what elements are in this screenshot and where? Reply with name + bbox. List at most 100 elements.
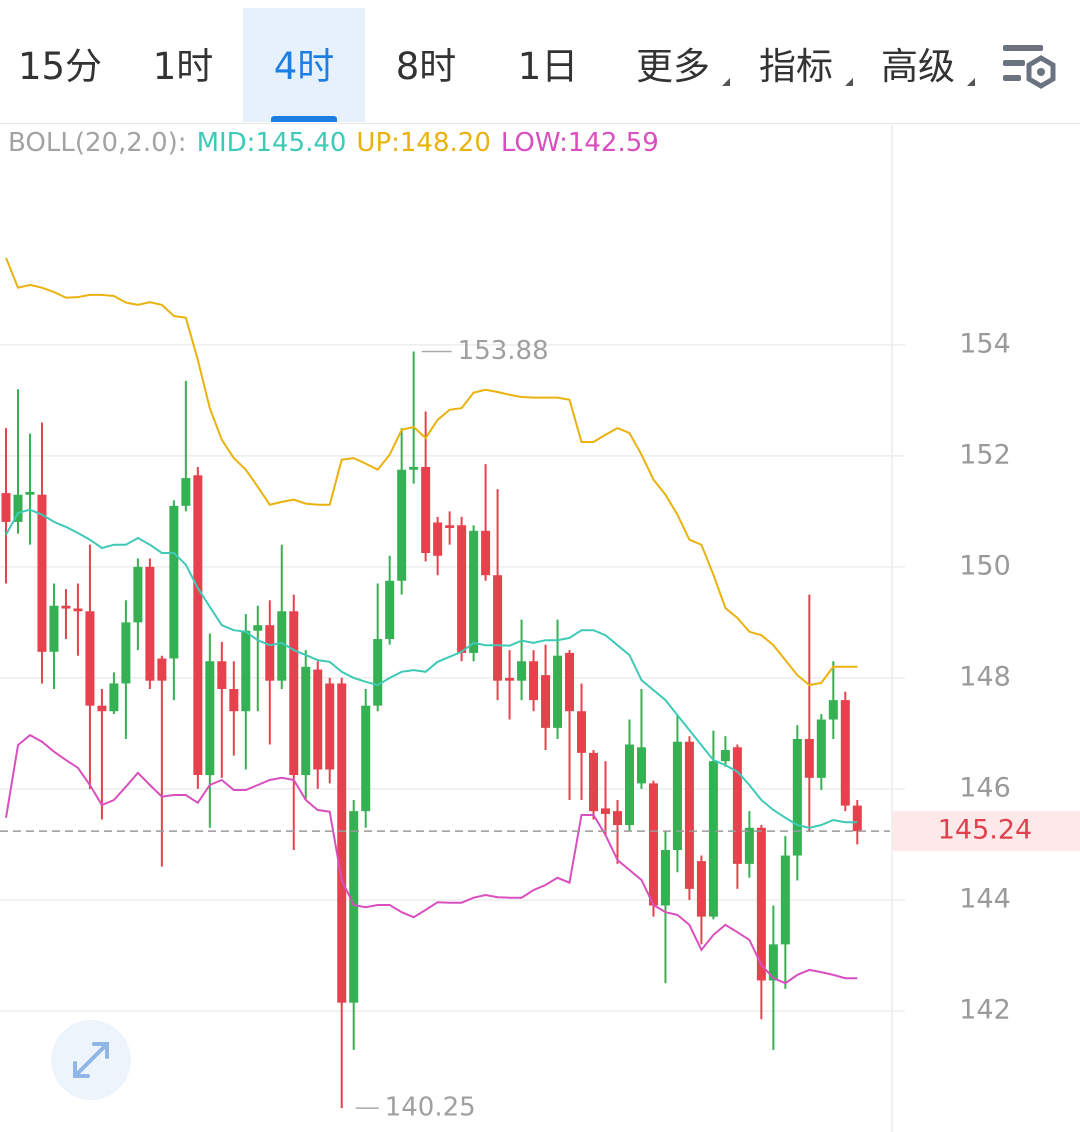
candle-body bbox=[217, 661, 227, 690]
y-tick-label: 150 bbox=[959, 550, 1011, 581]
legend-entry: MID:145.40 bbox=[196, 128, 347, 158]
candle-body bbox=[85, 611, 95, 706]
boll-line bbox=[5, 508, 858, 829]
candle-body bbox=[828, 700, 838, 720]
candle-body bbox=[433, 522, 443, 556]
indicator-name: BOLL(20,2.0): bbox=[8, 128, 187, 158]
dropdown-caret bbox=[967, 78, 975, 86]
tab-bar: 15分 1时 4时 8时 1日 更多 指标 高级 bbox=[0, 0, 1080, 124]
candle-body bbox=[577, 711, 587, 753]
candle-body bbox=[337, 683, 347, 1003]
candle-body bbox=[385, 580, 395, 640]
candle-body bbox=[517, 661, 527, 681]
last-price-label: 145.24 bbox=[938, 815, 1032, 846]
candle-body bbox=[349, 811, 359, 1003]
high-label: 153.88 bbox=[458, 336, 549, 366]
candle-body bbox=[13, 494, 23, 522]
tab[interactable]: 更多 bbox=[636, 45, 710, 88]
candle-body bbox=[840, 700, 850, 806]
candle-body bbox=[205, 661, 215, 776]
y-tick-label: 142 bbox=[959, 994, 1011, 1025]
y-tick-label: 148 bbox=[959, 661, 1011, 692]
candle-body bbox=[624, 744, 634, 826]
y-tick-label: 152 bbox=[959, 439, 1011, 470]
candle-body bbox=[660, 849, 670, 906]
candle-body bbox=[289, 611, 299, 776]
candle-body bbox=[409, 466, 419, 470]
candle-body bbox=[481, 530, 491, 576]
candle-body bbox=[1, 493, 11, 522]
candle-body bbox=[708, 761, 718, 917]
boll-line bbox=[5, 257, 858, 687]
candle-body bbox=[696, 861, 706, 917]
tab[interactable]: 1时 bbox=[152, 45, 214, 88]
settings-icon[interactable] bbox=[1003, 45, 1056, 89]
candle-body bbox=[265, 625, 275, 681]
candle-body bbox=[181, 478, 191, 506]
candle-body bbox=[445, 525, 455, 529]
candle-body bbox=[469, 530, 479, 653]
tab[interactable]: 15分 bbox=[17, 45, 103, 88]
tab[interactable]: 1日 bbox=[517, 45, 579, 88]
candle-body bbox=[565, 652, 575, 712]
candle-body bbox=[145, 566, 155, 681]
candle-body bbox=[756, 827, 766, 981]
candle-body bbox=[744, 827, 754, 864]
candle-body bbox=[157, 658, 167, 681]
candle-body bbox=[109, 683, 119, 712]
candle-body bbox=[301, 666, 311, 776]
candle-body bbox=[457, 525, 467, 653]
candle-body bbox=[816, 719, 826, 778]
candle-body bbox=[493, 575, 503, 681]
candle-body bbox=[97, 705, 107, 712]
candle-body bbox=[589, 752, 599, 812]
candle-body bbox=[325, 683, 335, 770]
candle-body bbox=[49, 605, 59, 652]
candle-body bbox=[601, 808, 610, 814]
candle-body bbox=[732, 747, 742, 864]
candle-body bbox=[768, 944, 778, 981]
candle-body bbox=[61, 605, 71, 609]
candle-body bbox=[529, 661, 539, 701]
candle-body bbox=[169, 505, 179, 659]
tab[interactable]: 高级 bbox=[881, 45, 955, 88]
y-tick-label: 144 bbox=[959, 883, 1011, 914]
tab-decorations bbox=[722, 45, 1056, 89]
candle-body bbox=[672, 741, 682, 850]
candle-body bbox=[277, 611, 287, 681]
y-tick-label: 146 bbox=[959, 772, 1011, 803]
legend-entry: LOW:142.59 bbox=[500, 128, 659, 158]
candle-body bbox=[313, 669, 323, 770]
candle-body bbox=[229, 689, 239, 712]
expand-button[interactable] bbox=[46, 1015, 136, 1105]
candle-body bbox=[25, 491, 35, 495]
candle-body bbox=[720, 750, 730, 762]
candle-body bbox=[541, 675, 551, 728]
candle-body bbox=[636, 747, 646, 784]
candle-body bbox=[241, 630, 251, 712]
tab[interactable]: 4时 bbox=[243, 8, 365, 122]
candle-body bbox=[133, 566, 143, 623]
candle-body bbox=[505, 677, 515, 681]
candle-body bbox=[397, 469, 407, 581]
indicator-legend: BOLL(20,2.0): MID:145.40 UP:148.20 LOW:142.… bbox=[8, 128, 659, 158]
low-label: 140.25 bbox=[385, 1093, 476, 1123]
candle-body bbox=[780, 855, 790, 945]
last-price-box bbox=[893, 811, 1080, 852]
candle-body bbox=[193, 475, 203, 776]
dropdown-caret bbox=[845, 78, 853, 86]
tab[interactable]: 8时 bbox=[395, 45, 457, 88]
candle-body bbox=[37, 494, 47, 652]
tab[interactable]: 指标 bbox=[759, 45, 833, 88]
dropdown-caret bbox=[722, 78, 730, 86]
candle-body bbox=[253, 625, 263, 631]
candle-body bbox=[361, 705, 371, 812]
boll-line bbox=[5, 733, 858, 985]
candle-body bbox=[792, 738, 802, 856]
candle-body bbox=[804, 738, 814, 778]
candle-body bbox=[553, 655, 563, 728]
candle-body bbox=[121, 622, 131, 684]
candle-body bbox=[73, 608, 83, 612]
